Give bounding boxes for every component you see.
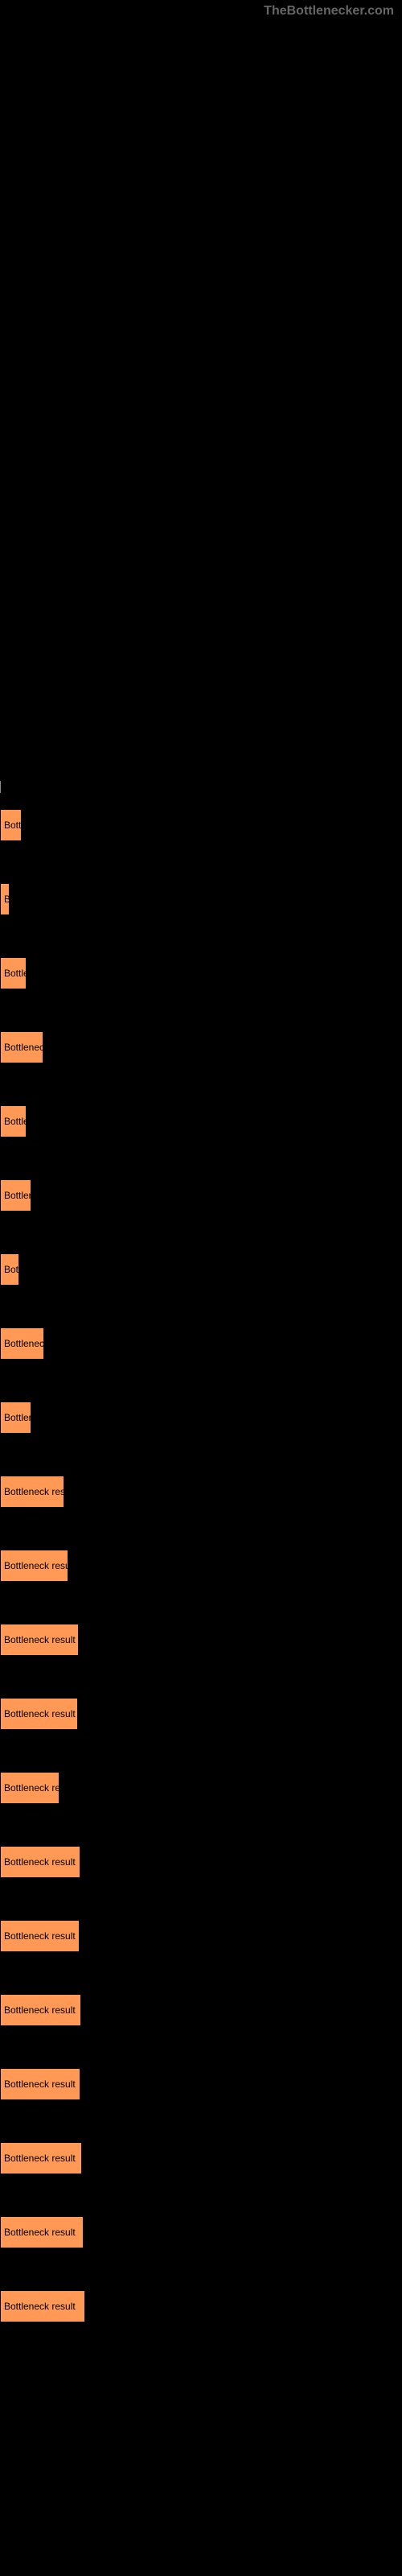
chart-bar: Bottleneck res: [0, 1476, 64, 1508]
chart-bar: Bottleneck result: [0, 2290, 85, 2322]
bar-row: Bottl: [0, 1249, 402, 1290]
chart-bar: Bottl: [0, 1253, 19, 1286]
chart-bar: Bottleneck result: [0, 2216, 84, 2248]
axis-tick: [0, 781, 1, 793]
chart-bar: Bottleneck result: [0, 2068, 80, 2100]
bar-row: B: [0, 879, 402, 919]
chart-bar: Bottlene: [0, 1179, 31, 1212]
bar-row: Bottleneck: [0, 1323, 402, 1364]
bar-row: Bottleneck result: [0, 2064, 402, 2104]
chart-bar: Bottleneck result: [0, 2142, 82, 2174]
chart-bar: Bottlen: [0, 1105, 27, 1137]
chart-bar: Bottleneck: [0, 1327, 44, 1360]
chart-bar: Bottle: [0, 809, 22, 841]
chart-bar: Bottleneck re: [0, 1772, 59, 1804]
chart-bar: Bottlene: [0, 1402, 31, 1434]
bar-row: Bottlene: [0, 1175, 402, 1216]
bar-row: Bottleneck result: [0, 1694, 402, 1734]
bar-row: Bottleneck re: [0, 1768, 402, 1808]
bar-row: Bottleneck result: [0, 1916, 402, 1956]
chart-bar: Bottleneck result: [0, 1994, 81, 2026]
bar-row: Bottlen: [0, 953, 402, 993]
bar-row: Bottleneck: [0, 1027, 402, 1067]
bar-row: Bottleneck result: [0, 2212, 402, 2252]
chart-bar: Bottleneck result: [0, 1920, 80, 1952]
bar-row: Bottlen: [0, 1101, 402, 1141]
bar-row: Bottleneck resu: [0, 1546, 402, 1586]
chart-bar: Bottlen: [0, 957, 27, 989]
chart-bar: Bottleneck result: [0, 1846, 80, 1878]
watermark-text: TheBottlenecker.com: [264, 4, 394, 19]
bar-row: Bottleneck res: [0, 1472, 402, 1512]
bar-row: Bottleneck result: [0, 2138, 402, 2178]
chart-bar: Bottleneck resu: [0, 1550, 68, 1582]
bar-chart: Bottle B Bottlen Bottleneck Bottlen Bottlene B…: [0, 805, 402, 2360]
chart-bar: B: [0, 883, 10, 915]
bar-row: Bottle: [0, 805, 402, 845]
bar-row: Bottleneck result: [0, 1842, 402, 1882]
chart-bar: Bottleneck: [0, 1031, 43, 1063]
bar-row: Bottlene: [0, 1397, 402, 1438]
chart-bar: Bottleneck result: [0, 1698, 78, 1730]
bar-row: Bottleneck result: [0, 2286, 402, 2326]
chart-bar: Bottleneck result: [0, 1624, 79, 1656]
bar-row: Bottleneck result: [0, 1990, 402, 2030]
bar-row: Bottleneck result: [0, 1620, 402, 1660]
